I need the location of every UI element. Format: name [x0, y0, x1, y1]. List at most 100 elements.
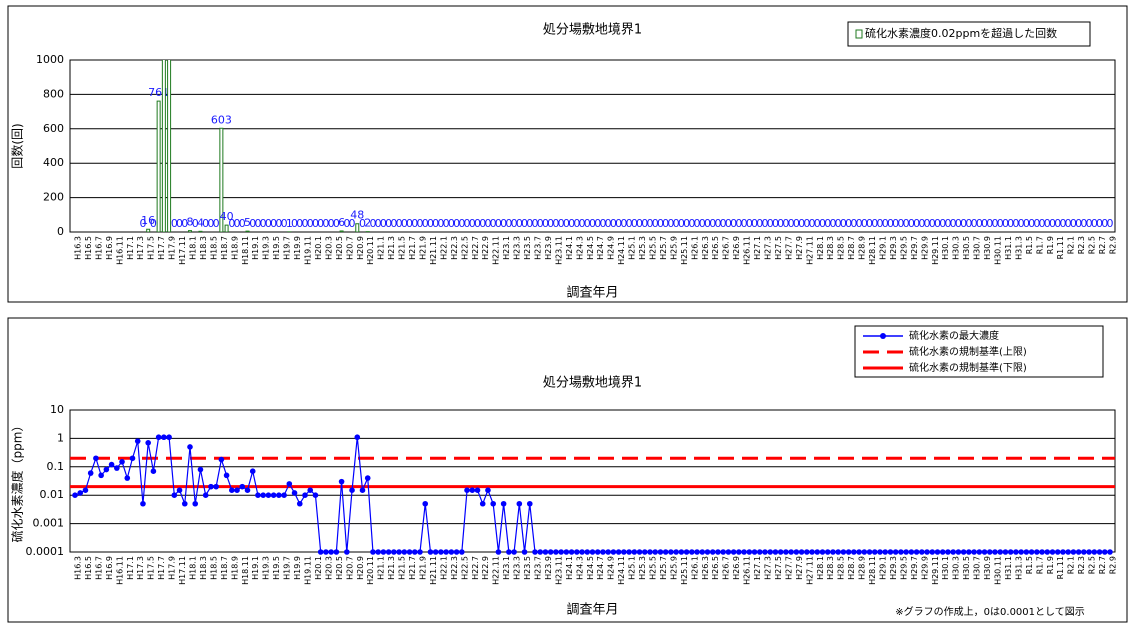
data-label: 0 [955, 217, 962, 230]
data-label: 0 [615, 217, 622, 230]
y-tick-label: 0.0001 [26, 545, 65, 558]
x-tick-label: H21.9 [419, 236, 428, 260]
legend-label: 硫化水素の最大濃度 [909, 329, 999, 342]
data-point [657, 549, 664, 555]
data-label: 0 [798, 217, 805, 230]
x-tick-label: H26.7 [722, 236, 731, 260]
x-tick-label: H26.11 [743, 236, 752, 265]
x-tick-label: H22.5 [460, 556, 469, 580]
data-label: 0 [254, 217, 261, 230]
x-tick-label: H16.5 [84, 556, 93, 580]
data-label: 0 [139, 217, 146, 230]
data-label: 0 [464, 217, 471, 230]
data-label: 0 [939, 217, 946, 230]
data-label: 0 [641, 217, 648, 230]
data-label: 0 [171, 217, 178, 230]
x-tick-label: H19.3 [262, 556, 271, 580]
data-label: 0 [589, 217, 596, 230]
x-tick-label: H17.5 [147, 556, 156, 580]
chart-title: 処分場敷地境界1 [543, 23, 642, 38]
data-label: 0 [809, 217, 816, 230]
x-tick-label: H23.11 [554, 236, 563, 265]
data-label: 0 [1091, 217, 1098, 230]
data-point [270, 492, 277, 499]
data-label: 0 [573, 217, 580, 230]
data-label: 0 [647, 217, 654, 230]
data-label: 0 [924, 217, 931, 230]
data-point [960, 549, 967, 555]
data-label: 0 [511, 217, 518, 230]
data-point [103, 466, 110, 473]
x-tick-label: H20.7 [345, 556, 354, 580]
x-tick-label: H30.11 [994, 556, 1003, 585]
x-tick-label: H18.3 [199, 236, 208, 260]
x-tick-label: H17.1 [126, 236, 135, 260]
x-tick-label: H20.3 [324, 236, 333, 260]
data-label: 0 [396, 217, 403, 230]
x-tick-label: H21.1 [377, 236, 386, 260]
data-point [124, 475, 131, 481]
x-tick-label: H21.1 [377, 556, 386, 580]
data-label: 0 [777, 217, 784, 230]
data-point [600, 549, 606, 555]
data-label: 761 [148, 86, 169, 99]
data-label: 0 [1033, 217, 1040, 230]
legend-box [847, 21, 1091, 47]
bar [156, 100, 161, 232]
x-tick-label: H21.5 [398, 236, 407, 260]
x-tick-label: H26.5 [711, 236, 720, 260]
bar [339, 230, 344, 232]
data-point [641, 549, 648, 555]
data-point [396, 549, 402, 555]
data-point [511, 549, 517, 555]
data-point [145, 439, 151, 446]
x-tick-label: R2.3 [1077, 556, 1086, 574]
data-label: 0 [1107, 217, 1114, 230]
data-label: 0 [741, 217, 748, 230]
data-label: 0 [302, 217, 309, 230]
data-point [422, 500, 429, 507]
y-tick-label: 10 [50, 403, 64, 416]
y-tick-label: 0.01 [40, 488, 65, 501]
x-tick-label: R2.1 [1067, 236, 1076, 254]
data-label: 0 [1007, 217, 1014, 230]
data-label: 0 [965, 217, 972, 230]
x-tick-label: H30.1 [941, 556, 950, 580]
data-point [208, 483, 214, 490]
x-tick-label: H20.1 [314, 556, 323, 580]
data-point [798, 549, 805, 555]
x-tick-label: H22.11 [492, 236, 501, 265]
data-label: 0 [150, 217, 157, 230]
data-label: 0 [448, 217, 455, 230]
x-tick-label: H29.3 [889, 556, 898, 580]
x-tick-label: H22.1 [439, 556, 448, 580]
data-point [1075, 549, 1082, 555]
y-tick-label: 400 [43, 156, 64, 169]
y-tick-label: 800 [43, 87, 64, 100]
x-tick-label: H27.9 [795, 556, 804, 580]
data-point [344, 549, 350, 555]
data-point [1007, 549, 1014, 555]
x-tick-label: H23.9 [544, 556, 553, 580]
bar [161, 60, 166, 232]
x-tick-label: H29.9 [920, 556, 929, 580]
data-label: 0 [929, 217, 936, 230]
data-point [302, 492, 308, 499]
x-tick-label: H17.7 [157, 236, 166, 260]
data-point [678, 549, 685, 555]
x-tick-label: H25.1 [628, 556, 637, 580]
x-tick-label: H28.9 [858, 236, 867, 260]
data-label: 0 [270, 217, 277, 230]
data-point [793, 549, 800, 555]
data-point [814, 549, 821, 555]
data-label: 0 [636, 217, 643, 230]
data-point [161, 434, 167, 441]
data-label: 0 [369, 217, 376, 230]
y-tick-label: 1 [57, 431, 64, 444]
data-label: 40 [220, 210, 234, 223]
x-tick-label: H19.9 [293, 236, 302, 260]
data-point [114, 465, 120, 471]
data-label: 0 [699, 217, 706, 230]
data-point [239, 483, 246, 490]
x-tick-label: H29.1 [879, 556, 888, 580]
